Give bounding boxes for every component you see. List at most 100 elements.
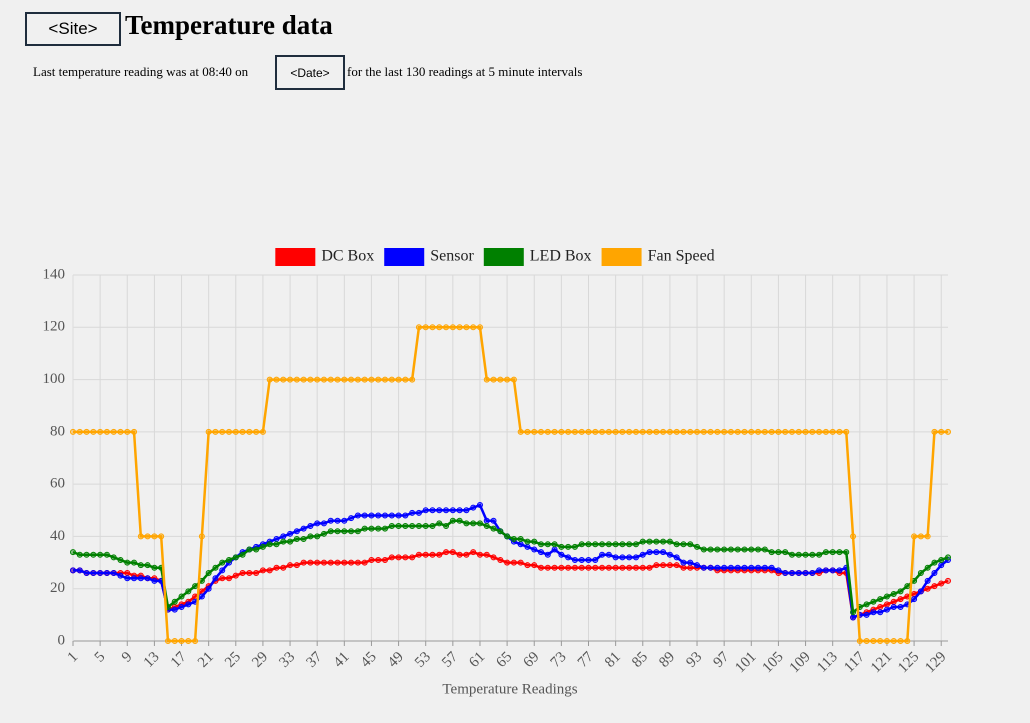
data-point	[259, 428, 266, 435]
data-point	[388, 522, 395, 529]
data-point	[605, 564, 612, 571]
data-point	[877, 638, 884, 644]
data-point	[259, 543, 266, 550]
data-point	[103, 428, 110, 435]
x-tick-label: 113	[814, 649, 841, 676]
data-point	[666, 562, 673, 569]
data-point	[402, 554, 409, 561]
data-point	[653, 549, 660, 556]
data-point	[795, 551, 802, 558]
data-point	[422, 551, 429, 558]
data-point	[917, 533, 924, 540]
data-point	[97, 428, 104, 435]
data-point	[592, 564, 599, 571]
data-point	[449, 549, 456, 556]
data-point	[327, 528, 334, 535]
x-tick-label: 33	[276, 649, 298, 671]
data-point	[280, 376, 287, 383]
data-point	[626, 554, 633, 561]
data-point	[504, 533, 511, 540]
data-point	[395, 554, 402, 561]
data-point	[449, 324, 456, 331]
data-point	[382, 376, 389, 383]
data-point	[544, 541, 551, 548]
data-point	[734, 564, 741, 571]
legend-label: LED Box	[530, 248, 592, 265]
data-point	[605, 551, 612, 558]
x-tick-label: 93	[683, 649, 705, 671]
data-point	[585, 564, 592, 571]
data-point	[524, 562, 531, 569]
data-point	[97, 570, 104, 577]
data-point	[673, 562, 680, 569]
x-tick-label: 121	[868, 649, 895, 676]
data-point	[314, 520, 321, 527]
data-point	[585, 428, 592, 435]
data-point	[707, 546, 714, 553]
data-point	[395, 522, 402, 529]
data-point	[890, 598, 897, 605]
data-point	[795, 570, 802, 577]
data-point	[850, 609, 857, 616]
data-point	[307, 533, 314, 540]
data-point	[741, 564, 748, 571]
data-point	[76, 567, 83, 574]
data-point	[226, 575, 233, 582]
data-point	[293, 536, 300, 543]
data-point	[198, 593, 205, 600]
data-point	[476, 502, 483, 509]
data-point	[761, 564, 768, 571]
data-point	[646, 428, 653, 435]
data-point	[287, 538, 294, 545]
data-point	[341, 559, 348, 566]
data-point	[531, 538, 538, 545]
data-point	[504, 376, 511, 383]
data-point	[144, 533, 151, 540]
data-point	[226, 428, 233, 435]
x-tick-label: 73	[548, 649, 570, 671]
data-point	[538, 549, 545, 556]
data-point	[571, 543, 578, 550]
data-point	[178, 604, 185, 611]
data-point	[877, 604, 884, 611]
data-point	[178, 638, 185, 644]
data-point	[463, 520, 470, 527]
data-point	[877, 596, 884, 603]
data-point	[409, 509, 416, 516]
data-point	[707, 428, 714, 435]
data-point	[768, 564, 775, 571]
data-point	[538, 428, 545, 435]
data-point	[273, 536, 280, 543]
data-point	[890, 590, 897, 597]
x-tick-label: 105	[759, 649, 786, 676]
data-point	[192, 638, 199, 644]
data-point	[476, 551, 483, 558]
data-point	[836, 567, 843, 574]
data-point	[361, 525, 368, 532]
data-point	[599, 541, 606, 548]
data-point	[673, 428, 680, 435]
data-point	[483, 551, 490, 558]
data-point	[761, 546, 768, 553]
data-point	[409, 376, 416, 383]
data-point	[117, 572, 124, 579]
data-point	[599, 428, 606, 435]
data-point	[687, 428, 694, 435]
x-tick-label: 41	[331, 649, 353, 671]
data-point	[897, 596, 904, 603]
data-point	[90, 428, 97, 435]
data-point	[422, 324, 429, 331]
data-point	[619, 554, 626, 561]
data-point	[300, 376, 307, 383]
data-point	[585, 556, 592, 563]
data-point	[843, 549, 850, 556]
data-point	[809, 570, 816, 577]
data-point	[124, 570, 131, 577]
data-point	[436, 520, 443, 527]
data-point	[517, 536, 524, 543]
x-tick-label: 49	[385, 649, 407, 671]
data-point	[151, 564, 158, 571]
data-point	[124, 575, 131, 582]
data-point	[660, 549, 667, 556]
data-point	[612, 428, 619, 435]
